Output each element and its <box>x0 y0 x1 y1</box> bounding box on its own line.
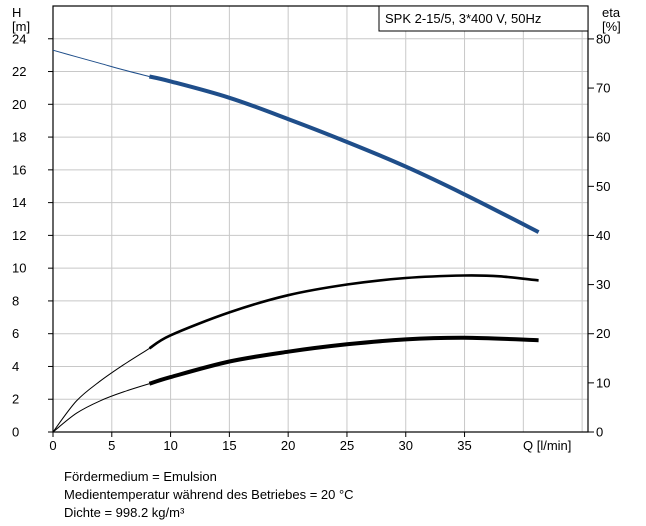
x-tick-label: 10 <box>163 438 177 453</box>
note-medium: Fördermedium = Emulsion <box>64 469 217 484</box>
plot-frame <box>52 5 589 433</box>
curve-1-extension <box>52 49 150 77</box>
x-tick-label: 5 <box>108 438 115 453</box>
y-left-tick-label: 14 <box>12 195 26 210</box>
y-right-unit: [%] <box>602 19 621 34</box>
curve-1 <box>148 74 540 234</box>
y-left-unit: [m] <box>12 19 30 34</box>
y-left-tick-label: 0 <box>12 425 19 440</box>
y-left-tick-label: 8 <box>12 293 19 308</box>
y-left-tick-label: 18 <box>12 130 26 145</box>
y-right-tick-label: 60 <box>596 130 610 145</box>
y-left-tick-label: 2 <box>12 392 19 407</box>
y-left-tick-label: 22 <box>12 64 26 79</box>
y-left-label: H <box>12 5 21 20</box>
y-left-tick-label: 10 <box>12 261 26 276</box>
x-tick-label: 30 <box>399 438 413 453</box>
y-right-tick-label: 20 <box>596 326 610 341</box>
y-left-tick-label: 6 <box>12 326 19 341</box>
y-right-tick-label: 10 <box>596 375 610 390</box>
curve-2 <box>148 274 539 350</box>
x-tick-label: 35 <box>457 438 471 453</box>
y-left-tick-label: 20 <box>12 97 26 112</box>
y-right-tick-label: 0 <box>596 425 603 440</box>
fluid-notes: Fördermedium = Emulsion Medientemperatur… <box>64 468 354 522</box>
y-left-tick-label: 4 <box>12 359 19 374</box>
y-left-tick-label: 16 <box>12 162 26 177</box>
y-left-tick-label: 12 <box>12 228 26 243</box>
curve-3 <box>148 335 539 386</box>
chart-title: SPK 2-15/5, 3*400 V, 50Hz <box>385 11 541 26</box>
y-right-label: eta <box>602 5 621 20</box>
x-tick-label: 20 <box>281 438 295 453</box>
curve-2-extension <box>52 347 150 433</box>
y-right-tick-label: 80 <box>596 31 610 46</box>
x-tick-label: 0 <box>49 438 56 453</box>
y-right-tick-label: 30 <box>596 277 610 292</box>
x-tick-label: 25 <box>340 438 354 453</box>
x-axis-label: Q [l/min] <box>523 438 571 453</box>
x-tick-label: 15 <box>222 438 236 453</box>
y-right-tick-label: 70 <box>596 81 610 96</box>
y-right-tick-label: 40 <box>596 228 610 243</box>
note-temperature: Medientemperatur während des Betriebes =… <box>64 487 354 502</box>
title-box <box>378 5 589 32</box>
y-right-tick-label: 50 <box>596 179 610 194</box>
y-left-tick-label: 24 <box>12 31 26 46</box>
curve-3-extension <box>52 383 150 433</box>
note-density: Dichte = 998.2 kg/m³ <box>64 505 185 520</box>
